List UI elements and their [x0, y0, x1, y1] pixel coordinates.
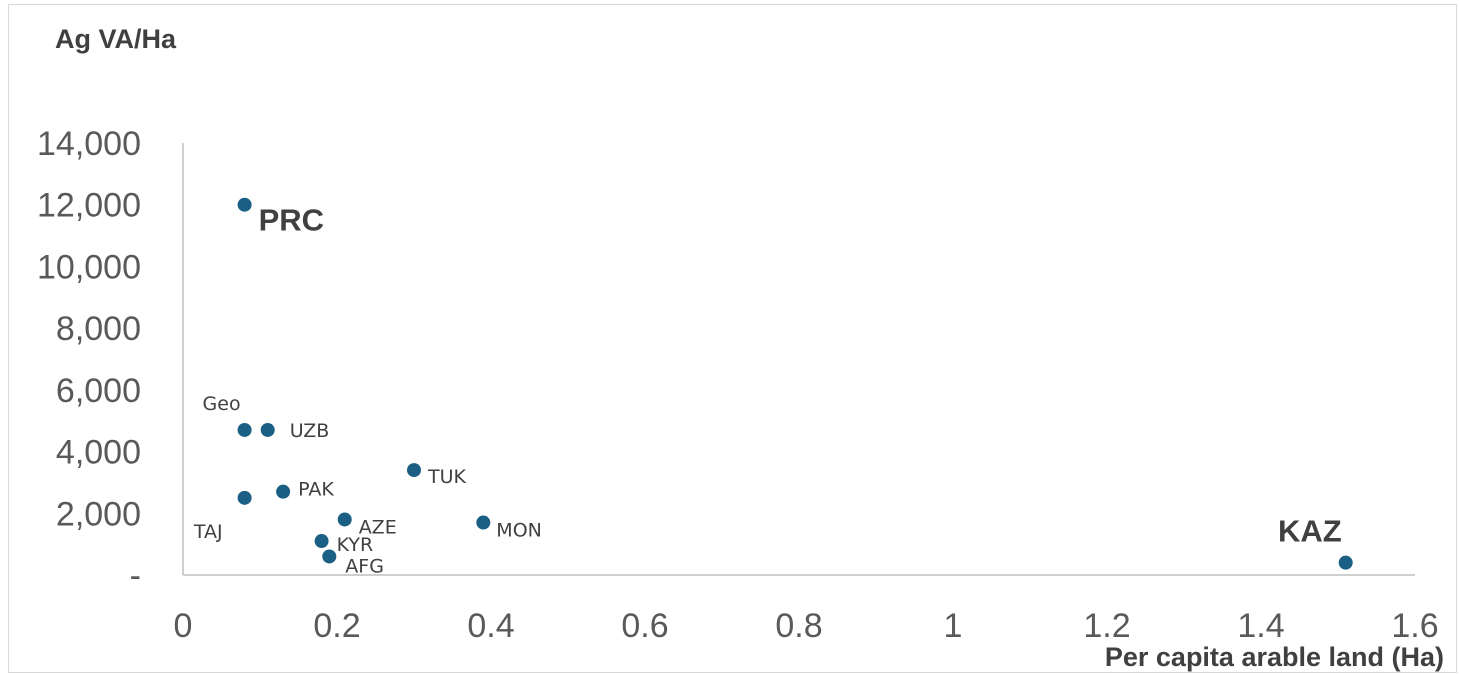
point-label-kyr: KYR	[337, 534, 374, 556]
y-tick-label: 10,000	[37, 248, 141, 286]
data-point-kaz	[1338, 555, 1353, 570]
x-tick-label: 0.4	[467, 607, 514, 645]
point-label-afg: AFG	[345, 555, 384, 577]
data-point-mon	[476, 515, 491, 530]
data-point-kyr	[314, 534, 329, 549]
point-label-aze: AZE	[359, 516, 397, 538]
point-label-uzb: UZB	[290, 420, 330, 442]
point-label-pak: PAK	[298, 479, 334, 501]
y-tick-label: -	[130, 557, 141, 595]
x-tick-label: 1.4	[1237, 607, 1284, 645]
x-tick-label: 0	[174, 607, 193, 645]
x-tick-label: 0.6	[621, 607, 668, 645]
y-tick-label: 2,000	[56, 495, 141, 533]
x-axis-title: Per capita arable land (Ha)	[1105, 642, 1444, 672]
y-axis-title: Ag VA/Ha	[55, 24, 177, 54]
x-tick-label: 1.6	[1391, 607, 1438, 645]
y-tick-label: 4,000	[56, 434, 141, 472]
point-label-geo: Geo	[203, 393, 241, 415]
point-label-kaz: KAZ	[1278, 514, 1342, 549]
y-tick-labels: - 2,000 4,000 6,000 8,000 10,000 12,000 14,000	[37, 125, 141, 595]
data-point-pak	[276, 484, 291, 499]
data-points	[237, 197, 1353, 570]
point-label-mon: MON	[496, 520, 542, 542]
x-tick-label: 0.8	[775, 607, 822, 645]
y-tick-label: 6,000	[56, 372, 141, 410]
chart-frame	[8, 4, 1457, 673]
y-tick-label: 8,000	[56, 310, 141, 348]
x-tick-label: 1.2	[1083, 607, 1130, 645]
data-point-geo	[237, 422, 252, 437]
point-label-taj: TAJ	[193, 521, 223, 543]
data-point-prc	[237, 197, 252, 212]
y-tick-label: 12,000	[37, 187, 141, 225]
data-point-afg	[322, 549, 337, 564]
data-point-tuk	[407, 463, 421, 478]
x-tick-labels: 0 0.2 0.4 0.6 0.8 1 1.2 1.4 1.6	[174, 607, 1439, 645]
point-label-prc: PRC	[259, 203, 324, 238]
x-tick-label: 1	[944, 607, 963, 645]
x-tick-label: 0.2	[313, 607, 360, 645]
data-point-uzb	[260, 422, 275, 437]
y-tick-label: 14,000	[37, 125, 141, 163]
data-point-aze	[337, 512, 352, 527]
data-point-taj	[237, 490, 252, 505]
point-label-tuk: TUK	[427, 466, 467, 488]
